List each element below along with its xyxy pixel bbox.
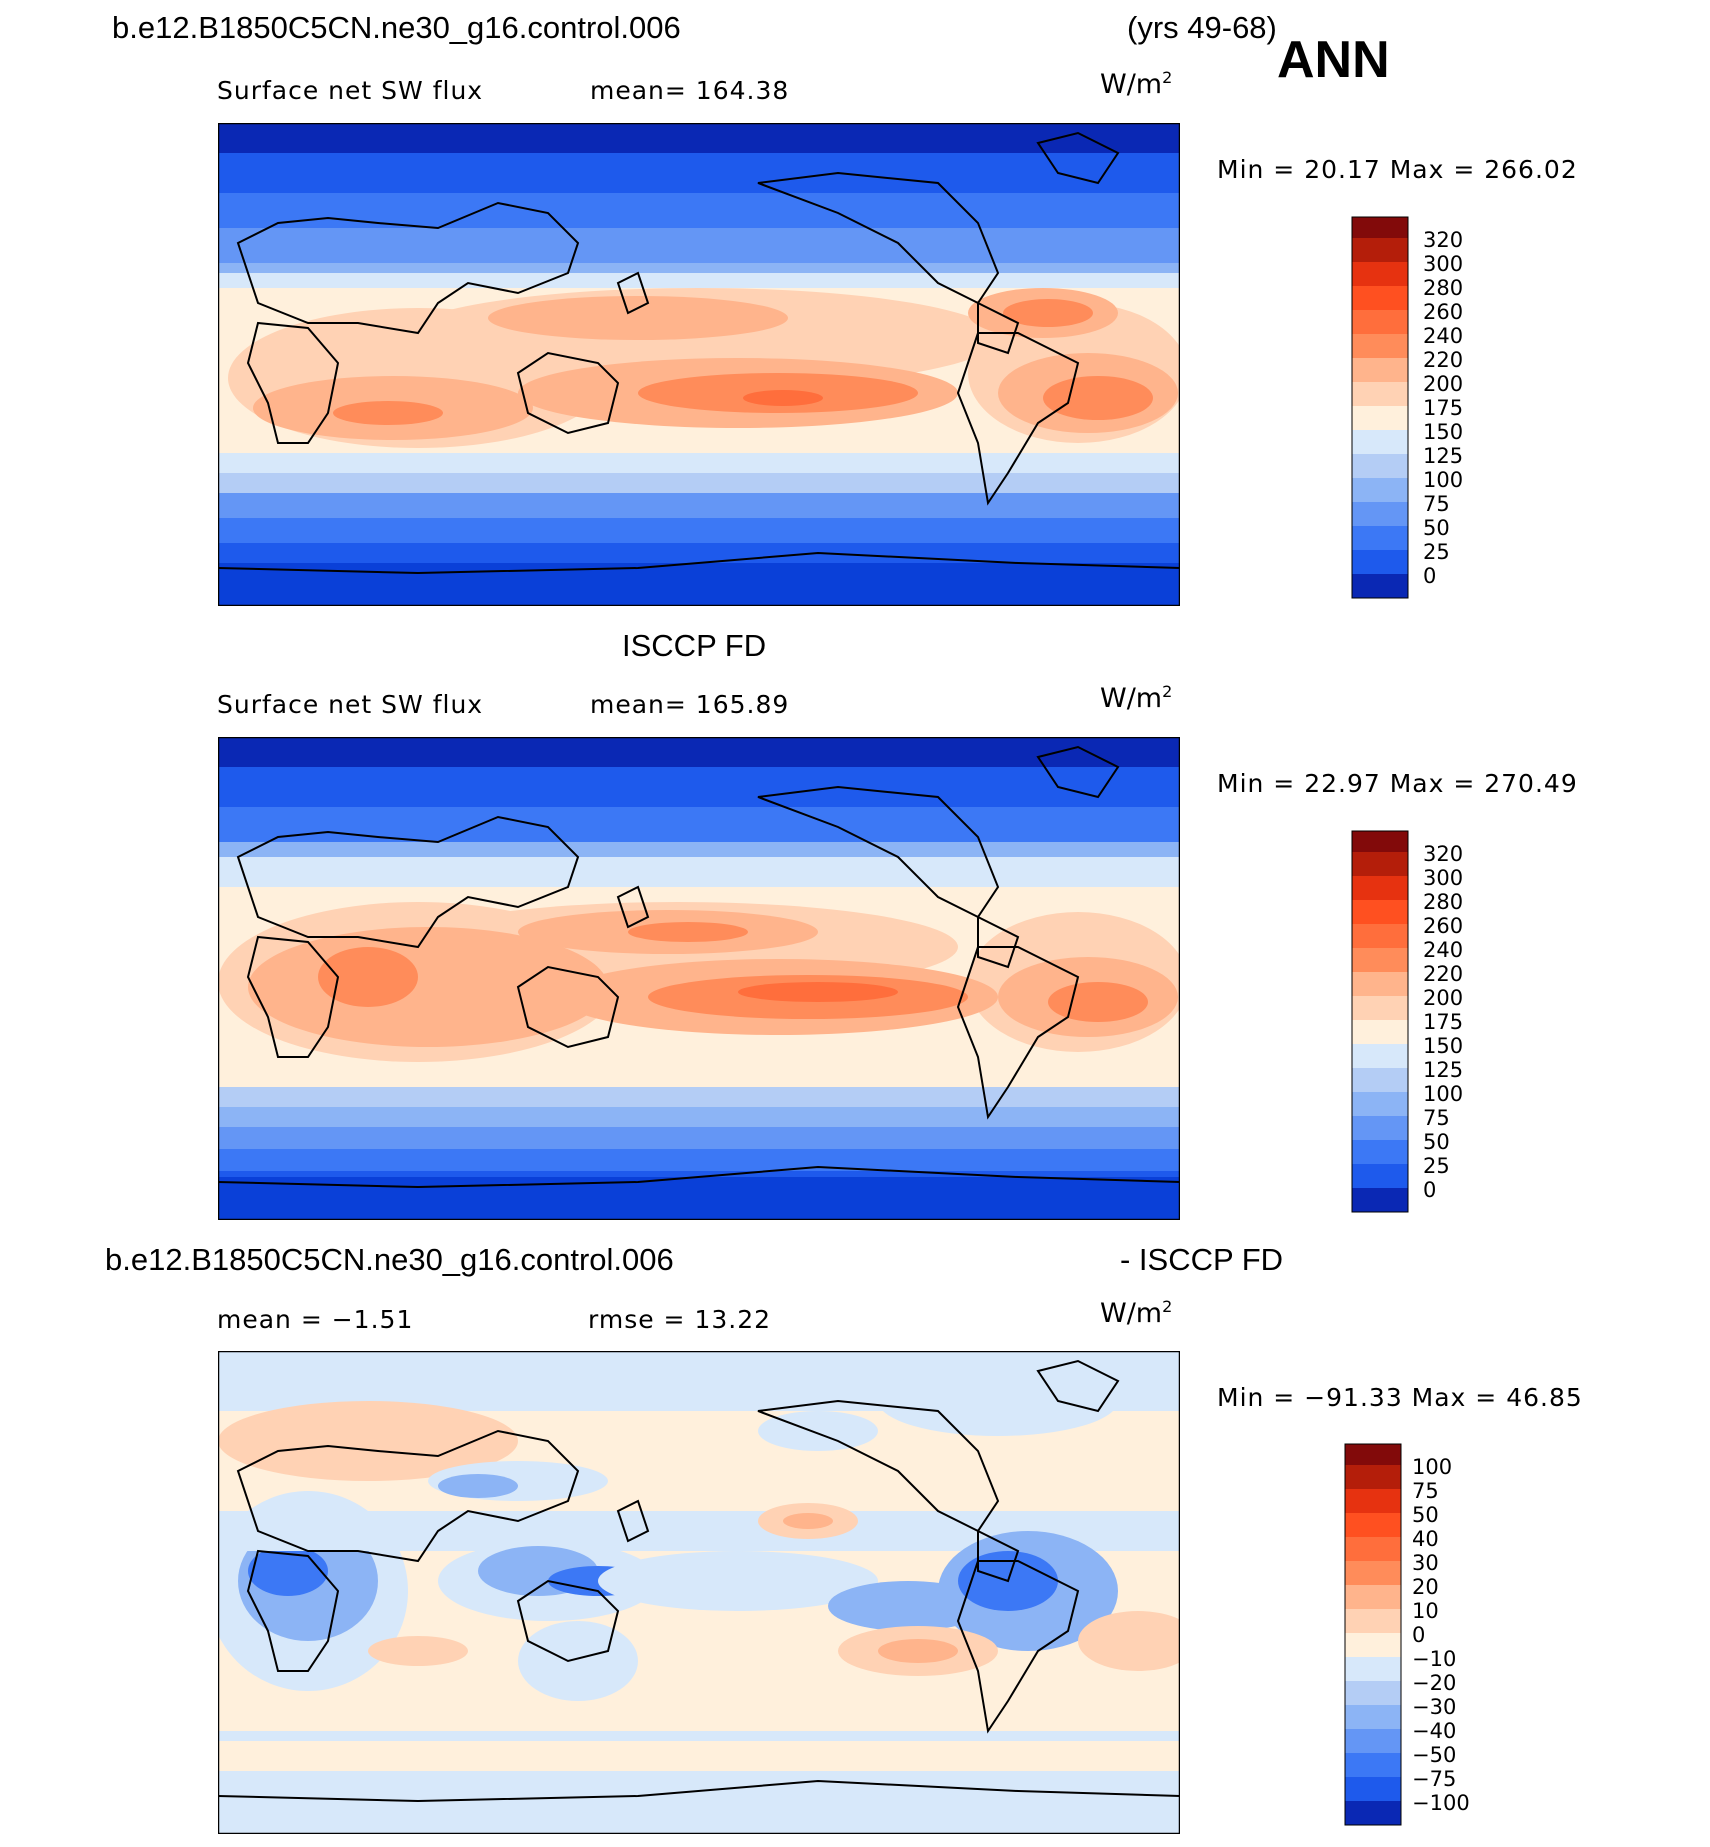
tick-label: 150 bbox=[1423, 420, 1464, 444]
tick-label: 200 bbox=[1423, 986, 1464, 1010]
tick-label: 0 bbox=[1423, 1178, 1437, 1202]
tick-label: 260 bbox=[1423, 300, 1464, 324]
tick-label: 0 bbox=[1423, 564, 1437, 588]
case-name: b.e12.B1850C5CN.ne30_g16.control.006 bbox=[112, 10, 681, 45]
tick-label: −50 bbox=[1412, 1743, 1457, 1767]
tick-label: 300 bbox=[1423, 866, 1464, 890]
panel-diff-title-right: - ISCCP FD bbox=[1120, 1242, 1284, 1277]
tick-label: 40 bbox=[1412, 1527, 1439, 1551]
tick-label: −100 bbox=[1412, 1791, 1470, 1815]
tick-label: 320 bbox=[1423, 842, 1464, 866]
tick-label: 320 bbox=[1423, 228, 1464, 252]
tick-label: 75 bbox=[1412, 1479, 1439, 1503]
tick-label: −40 bbox=[1412, 1719, 1457, 1743]
tick-label: 200 bbox=[1423, 372, 1464, 396]
panel-diff-units: W/m2 bbox=[1100, 1297, 1173, 1329]
tick-label: −10 bbox=[1412, 1647, 1457, 1671]
panel-obs-minmax: Min = 22.97 Max = 270.49 bbox=[1217, 769, 1578, 798]
tick-label: 25 bbox=[1423, 540, 1450, 564]
colorbar-swatches bbox=[1351, 216, 1409, 599]
tick-label: −20 bbox=[1412, 1671, 1457, 1695]
panel-obs-title: ISCCP FD bbox=[622, 628, 767, 663]
tick-label: 30 bbox=[1412, 1551, 1439, 1575]
panel-model-colorbar-ticks: 320 300 280 260 240 220 200 175 150 125 … bbox=[1423, 228, 1463, 588]
tick-label: 75 bbox=[1423, 492, 1450, 516]
season-label: ANN bbox=[1277, 31, 1390, 89]
tick-label: 220 bbox=[1423, 962, 1464, 986]
tick-label: 175 bbox=[1423, 396, 1464, 420]
panel-model-colorbar bbox=[1351, 216, 1409, 599]
panel-diff-minmax: Min = −91.33 Max = 46.85 bbox=[1217, 1383, 1583, 1412]
panel-diff-colorbar bbox=[1344, 1443, 1402, 1826]
tick-label: 25 bbox=[1423, 1154, 1450, 1178]
tick-label: 100 bbox=[1423, 468, 1464, 492]
panel-obs-colorbar-ticks: 320 300 280 260 240 220 200 175 150 125 … bbox=[1423, 842, 1463, 1202]
panel-obs-mean-label: mean= 165.89 bbox=[590, 690, 790, 719]
tick-label: 150 bbox=[1423, 1034, 1464, 1058]
tick-label: 10 bbox=[1412, 1599, 1439, 1623]
tick-label: 125 bbox=[1423, 444, 1464, 468]
years-label: (yrs 49-68) bbox=[1127, 10, 1277, 45]
tick-label: 0 bbox=[1412, 1623, 1426, 1647]
tick-label: 280 bbox=[1423, 276, 1464, 300]
tick-label: 175 bbox=[1423, 1010, 1464, 1034]
tick-label: 50 bbox=[1412, 1503, 1439, 1527]
tick-label: 280 bbox=[1423, 890, 1464, 914]
panel-model-units: W/m2 bbox=[1100, 68, 1173, 100]
tick-label: 75 bbox=[1423, 1106, 1450, 1130]
panel-diff-map bbox=[218, 1351, 1180, 1834]
panel-diff-colorbar-ticks: 100 75 50 40 30 20 10 0 −10 −20 −30 −40 … bbox=[1412, 1455, 1470, 1815]
tick-label: 100 bbox=[1423, 1082, 1464, 1106]
panel-model-mean-label: mean= 164.38 bbox=[590, 76, 790, 105]
panel-obs-map bbox=[218, 737, 1180, 1220]
panel-model-map bbox=[218, 123, 1180, 606]
panel-diff-rmse-label: rmse = 13.22 bbox=[588, 1305, 772, 1334]
panel-model-variable-label: Surface net SW flux bbox=[217, 76, 484, 105]
tick-label: 125 bbox=[1423, 1058, 1464, 1082]
tick-label: 20 bbox=[1412, 1575, 1439, 1599]
tick-label: 240 bbox=[1423, 324, 1464, 348]
panel-diff-mean-label: mean = −1.51 bbox=[217, 1305, 414, 1334]
tick-label: −75 bbox=[1412, 1767, 1457, 1791]
tick-label: 100 bbox=[1412, 1455, 1453, 1479]
tick-label: 240 bbox=[1423, 938, 1464, 962]
panel-obs-colorbar bbox=[1351, 830, 1409, 1213]
panel-diff-title-left: b.e12.B1850C5CN.ne30_g16.control.006 bbox=[105, 1242, 674, 1277]
tick-label: 220 bbox=[1423, 348, 1464, 372]
colorbar-swatches bbox=[1344, 1443, 1402, 1826]
tick-label: 50 bbox=[1423, 1130, 1450, 1154]
tick-label: −30 bbox=[1412, 1695, 1457, 1719]
panel-obs-variable-label: Surface net SW flux bbox=[217, 690, 484, 719]
colorbar-swatches bbox=[1351, 830, 1409, 1213]
panel-obs-units: W/m2 bbox=[1100, 682, 1173, 714]
tick-label: 50 bbox=[1423, 516, 1450, 540]
tick-label: 260 bbox=[1423, 914, 1464, 938]
tick-label: 300 bbox=[1423, 252, 1464, 276]
panel-model-minmax: Min = 20.17 Max = 266.02 bbox=[1217, 155, 1578, 184]
